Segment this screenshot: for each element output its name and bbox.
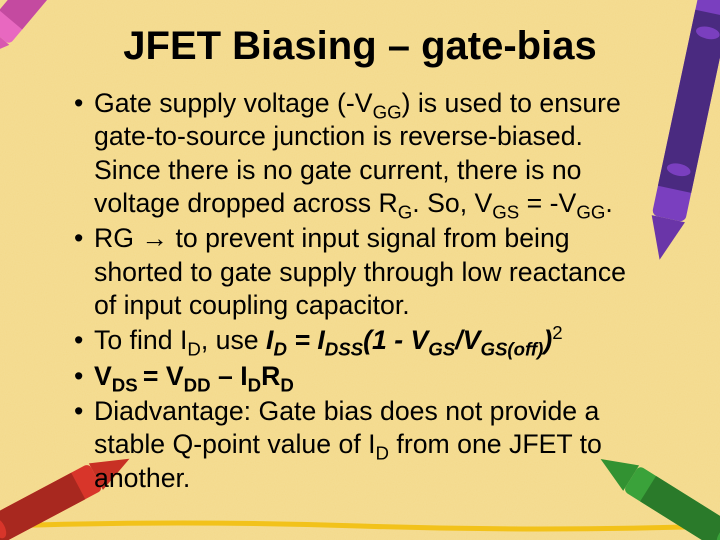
bullet-list: Gate supply voltage (-VGG) is used to en… bbox=[70, 87, 650, 495]
bullet-item: RG → to prevent input signal from being … bbox=[70, 222, 650, 322]
slide: JFET Biasing – gate-bias Gate supply vol… bbox=[0, 0, 720, 540]
bullet-item: VDS = VDD – IDRD bbox=[70, 360, 650, 393]
crayon-purple bbox=[638, 0, 720, 290]
slide-content: JFET Biasing – gate-bias Gate supply vol… bbox=[70, 24, 650, 495]
bullet-item: Gate supply voltage (-VGG) is used to en… bbox=[70, 87, 650, 220]
bullet-item: To find ID, use ID = IDSS(1 - VGS/VGS(of… bbox=[70, 324, 650, 357]
bullet-item: Diadvantage: Gate bias does not provide … bbox=[70, 395, 650, 495]
crayon-pink bbox=[0, 0, 64, 80]
slide-title: JFET Biasing – gate-bias bbox=[70, 24, 650, 69]
